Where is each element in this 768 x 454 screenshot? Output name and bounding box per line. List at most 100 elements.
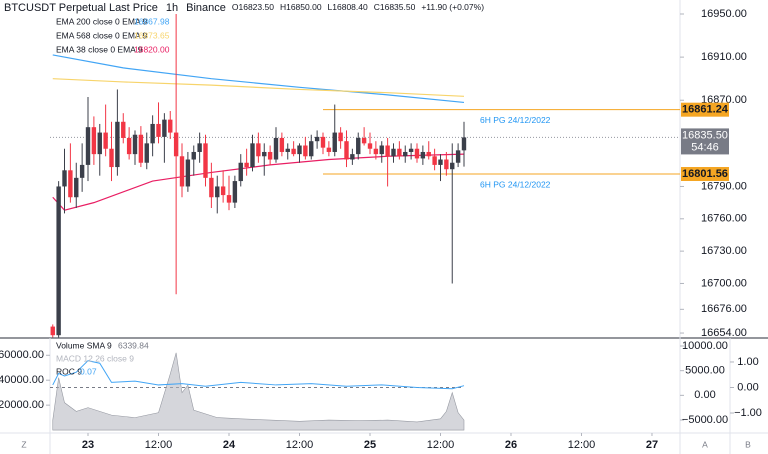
candle-body xyxy=(197,143,202,152)
candle-body xyxy=(414,148,420,159)
candle-body xyxy=(50,326,55,336)
candle-body xyxy=(179,156,185,187)
candle-body xyxy=(356,137,361,155)
candle-body xyxy=(162,119,167,137)
last-price-label: 16835.50 xyxy=(682,129,728,141)
roc-tick-label: 1.00 xyxy=(737,356,758,368)
corner-label: A xyxy=(702,439,708,449)
candle-body xyxy=(450,162,455,170)
candle-body xyxy=(79,164,85,178)
y-tick-label: 16950.00 xyxy=(701,8,747,20)
candle-body xyxy=(156,123,161,137)
x-tick-label: 12:00 xyxy=(568,439,596,451)
candle-body xyxy=(232,181,238,203)
y-tick-label: 16790.00 xyxy=(701,180,747,192)
candle-body xyxy=(250,143,255,168)
candle-body xyxy=(203,143,208,178)
candle-body xyxy=(314,136,320,142)
level-label: 16801.56 xyxy=(682,168,728,180)
roc-legend-value: 0.07 xyxy=(80,366,97,376)
candle-body xyxy=(350,154,355,160)
y-tick-label: 16654.00 xyxy=(701,327,747,339)
legend-value: 16867.98 xyxy=(134,16,170,26)
macd-tick-label: 10000.00 xyxy=(682,340,728,352)
candle-body xyxy=(132,134,138,155)
countdown: 54:46 xyxy=(691,141,719,153)
macd-legend: MACD 12 26 close 9 xyxy=(56,353,134,363)
candle-body xyxy=(426,151,431,157)
candle-body xyxy=(338,132,343,142)
candle-body xyxy=(126,137,132,155)
candle-body xyxy=(379,145,384,155)
legend-name: EMA 200 close 0 EMA 9 xyxy=(56,16,147,26)
candle-body xyxy=(97,132,102,155)
last-price-bg xyxy=(681,128,729,155)
roc-line xyxy=(52,360,465,390)
y-tick-label: 16760.00 xyxy=(701,213,747,225)
candle-body xyxy=(344,141,349,160)
candle-body xyxy=(332,132,337,152)
candle-body xyxy=(291,148,296,155)
candle-body xyxy=(238,162,243,182)
candle-body xyxy=(438,159,443,165)
candle-body xyxy=(285,148,290,152)
y-tick-label: 16676.00 xyxy=(701,303,747,315)
vol-tick-label: 40000.00 xyxy=(0,374,44,386)
vol-tick-label: 60000.00 xyxy=(0,349,44,361)
candle-body xyxy=(455,150,461,163)
ohlc-value: L16808.40 xyxy=(328,2,368,12)
symbol-title: BTCUSDT Perpetual Last Price xyxy=(4,2,158,14)
level-note: 6H PG 24/12/2022 xyxy=(480,115,551,125)
candle-body xyxy=(297,145,302,155)
ohlc-value: H16850.00 xyxy=(280,2,322,12)
legend-name: EMA 568 close 0 EMA 9 xyxy=(56,30,147,40)
candle-body xyxy=(326,147,332,152)
ema-line xyxy=(52,54,465,104)
candle-body xyxy=(150,123,155,144)
x-tick-label: 12:00 xyxy=(286,439,314,451)
candle-body xyxy=(209,177,214,198)
ohlc-value: C16835.50 xyxy=(374,2,416,12)
y-tick-label: 16910.00 xyxy=(701,51,747,63)
x-tick-label: 26 xyxy=(505,439,517,451)
candle-body xyxy=(267,151,273,160)
candle-body xyxy=(408,148,414,152)
candle-body xyxy=(109,148,114,168)
roc-legend: ROC 9 xyxy=(56,366,82,376)
exchange: Binance xyxy=(186,2,226,14)
x-tick-label: 23 xyxy=(82,439,94,451)
candle-body xyxy=(56,186,61,336)
header: BTCUSDT Perpetual Last Price 1h Binance O16… xyxy=(4,2,484,14)
level-label: 16861.24 xyxy=(682,104,729,116)
candle-body xyxy=(103,132,108,149)
x-tick-label: 27 xyxy=(646,439,658,451)
y-tick-label: 16700.00 xyxy=(701,277,747,289)
interval: 1h xyxy=(166,2,178,14)
legend-value: 16873.65 xyxy=(134,30,170,40)
macd-tick-label: 5000.00 xyxy=(685,365,725,377)
legend-name: EMA 38 close 0 EMA 9 xyxy=(56,44,143,54)
candle-body xyxy=(191,151,196,160)
candle-body xyxy=(85,127,91,165)
candle-body xyxy=(220,186,226,196)
candle-body xyxy=(303,145,308,157)
candle-body xyxy=(361,137,367,144)
y-tick-label: 16730.00 xyxy=(701,245,747,257)
candle-body xyxy=(444,159,449,170)
volume-area xyxy=(52,352,465,431)
x-tick-label: 25 xyxy=(364,439,376,451)
candle-body xyxy=(144,143,149,163)
candle-body xyxy=(320,136,326,148)
candle-body xyxy=(215,186,220,198)
macd-tick-label: −5000.00 xyxy=(682,414,728,426)
candle-body xyxy=(226,195,232,203)
candle-body xyxy=(397,148,402,157)
volume-legend: Volume SMA 9 xyxy=(56,340,112,350)
candle-body xyxy=(262,151,267,157)
candle-body xyxy=(432,156,437,165)
x-tick-label: 24 xyxy=(223,439,236,451)
candle-body xyxy=(121,121,126,138)
level-label-bg xyxy=(681,102,729,117)
x-tick-label: 12:00 xyxy=(427,439,455,451)
